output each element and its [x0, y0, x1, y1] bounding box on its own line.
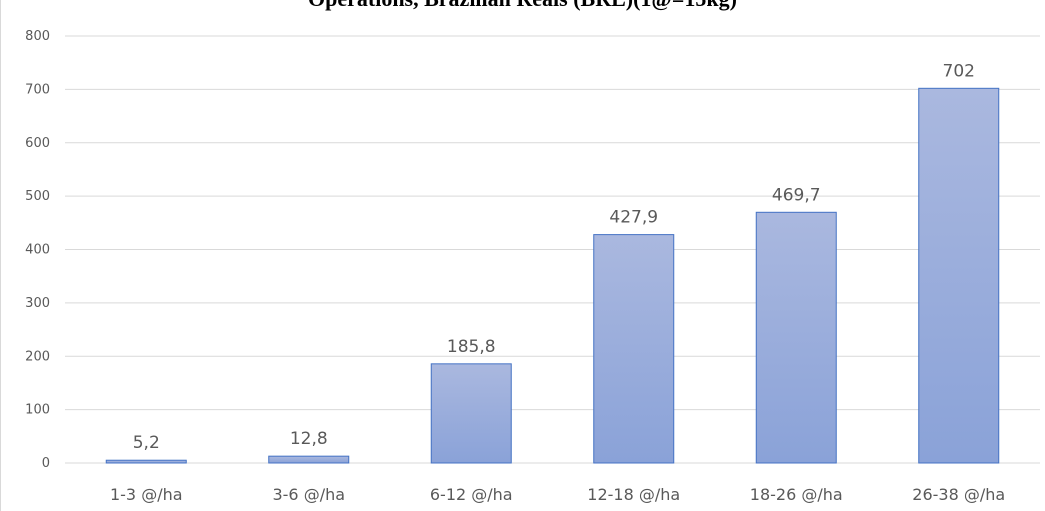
y-tick-label: 400 [25, 243, 50, 258]
data-label: 12,8 [290, 429, 328, 449]
y-tick-label: 800 [25, 29, 50, 44]
y-tick-label: 600 [25, 136, 50, 151]
y-tick-label: 100 [25, 403, 50, 418]
x-tick-label: 26-38 @/ha [912, 485, 1005, 504]
x-tick-label: 3-6 @/ha [272, 485, 345, 504]
bars [105, 87, 1000, 464]
x-tick-label: 6-12 @/ha [430, 485, 513, 504]
bar [268, 455, 350, 464]
y-axis-ticks: 0 100 200 300 400 500 600 700 800 [25, 29, 50, 471]
data-label: 5,2 [133, 433, 160, 453]
bar [105, 459, 187, 464]
y-tick-label: 200 [25, 349, 50, 364]
gridlines [65, 35, 1040, 464]
data-label: 427,9 [609, 208, 658, 228]
y-tick-label: 300 [25, 296, 50, 311]
y-tick-label: 700 [25, 82, 50, 97]
data-label: 702 [943, 61, 975, 81]
x-tick-label: 18-26 @/ha [750, 485, 843, 504]
x-axis-ticks: 1-3 @/ha 3-6 @/ha 6-12 @/ha 12-18 @/ha 18-26… [110, 485, 1005, 504]
x-tick-label: 12-18 @/ha [587, 485, 680, 504]
frame-left-border [0, 0, 1, 511]
chart-title: Operations, Brazilian Reais (BRL)(1@=15k… [0, 0, 1045, 12]
y-tick-label: 500 [25, 189, 50, 204]
y-tick-label: 0 [42, 456, 50, 471]
bar [593, 234, 675, 464]
bar [430, 363, 512, 464]
bar [918, 87, 1000, 464]
bar [755, 211, 837, 464]
data-label: 469,7 [772, 185, 821, 205]
data-labels: 5,2 12,8 185,8 427,9 469,7 702 [133, 61, 975, 453]
x-tick-label: 1-3 @/ha [110, 485, 183, 504]
data-label: 185,8 [447, 337, 496, 357]
